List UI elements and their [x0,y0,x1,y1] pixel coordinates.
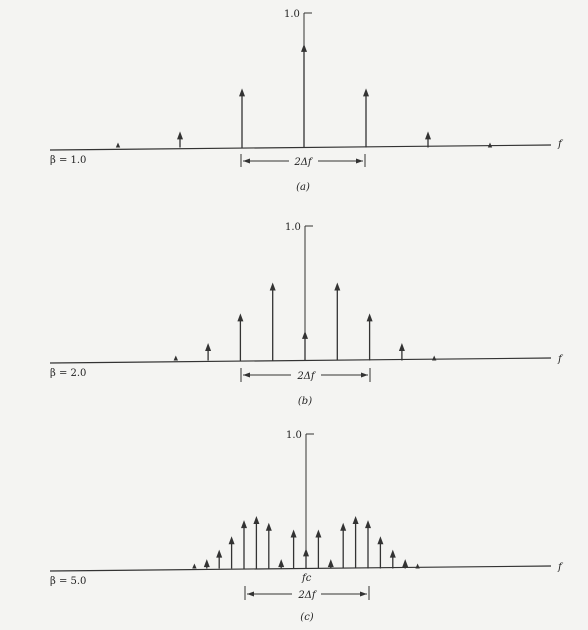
spectral-line [205,343,212,361]
axis-var-label: f [557,562,564,573]
baseline [49,565,552,572]
spectral-line [203,559,210,569]
spectral-line [425,131,431,148]
axis-var-label: f [557,139,564,150]
spectral-line [239,88,245,148]
spectral-line [173,355,178,361]
width-label: 2Δf [293,157,314,168]
beta-label: β = 1.0 [50,155,86,166]
width-marker: 2Δf [240,368,371,382]
spectral-line [487,142,493,148]
width-marker: 2Δf [240,154,366,168]
spectral-line [415,563,420,569]
axis-var-label: f [557,354,564,365]
spectral-line [303,548,309,569]
panel-c: f β = 5.0 1.0 fc 2Δf (c) [49,430,564,623]
spectral-line [237,313,244,361]
spectral-lines [115,13,493,148]
spectral-line [228,536,235,569]
spectral-line [334,282,341,361]
spectral-line [389,549,396,569]
panel-caption: (c) [300,612,314,623]
beta-label: β = 2.0 [50,368,86,379]
spectral-line [377,536,384,569]
width-label: 2Δf [296,371,317,382]
spectral-line [115,142,121,148]
spectral-line [366,313,373,361]
center-freq-label: fc [301,573,312,584]
width-label: 2Δf [297,590,318,601]
baseline [49,357,552,364]
spectral-line [253,516,260,569]
spectral-line [327,559,334,569]
spectral-line [265,522,272,569]
panel-caption: (b) [298,396,312,407]
panel-b: f β = 2.0 1.0 2Δf (b) [49,222,564,407]
panel-caption: (a) [296,182,310,193]
spectral-line [352,516,359,569]
spectral-line [241,520,247,569]
beta-label: β = 5.0 [50,576,86,587]
spectral-line [177,131,183,148]
baseline [49,144,552,151]
unit-tick-label: 1.0 [284,9,300,20]
spectral-lines [192,434,420,569]
width-marker: 2Δf [244,586,370,601]
spectral-line [278,559,285,569]
spectral-line [192,563,197,569]
spectral-line [363,88,369,148]
spectral-line [315,529,322,569]
spectral-line [402,559,409,569]
spectral-line [398,343,405,361]
spectral-line [301,43,307,148]
spectral-line [269,282,276,361]
spectral-line [365,520,371,569]
spectral-line [302,330,308,361]
unit-tick-label: 1.0 [285,222,301,233]
unit-tick-label: 1.0 [286,430,302,441]
spectral-lines [173,226,437,361]
spectral-line [432,355,437,361]
spectral-line [290,529,297,569]
spectral-line [216,549,223,569]
panel-a: f β = 1.0 1.0 2Δf (a) [49,9,564,193]
spectral-line [340,522,347,569]
